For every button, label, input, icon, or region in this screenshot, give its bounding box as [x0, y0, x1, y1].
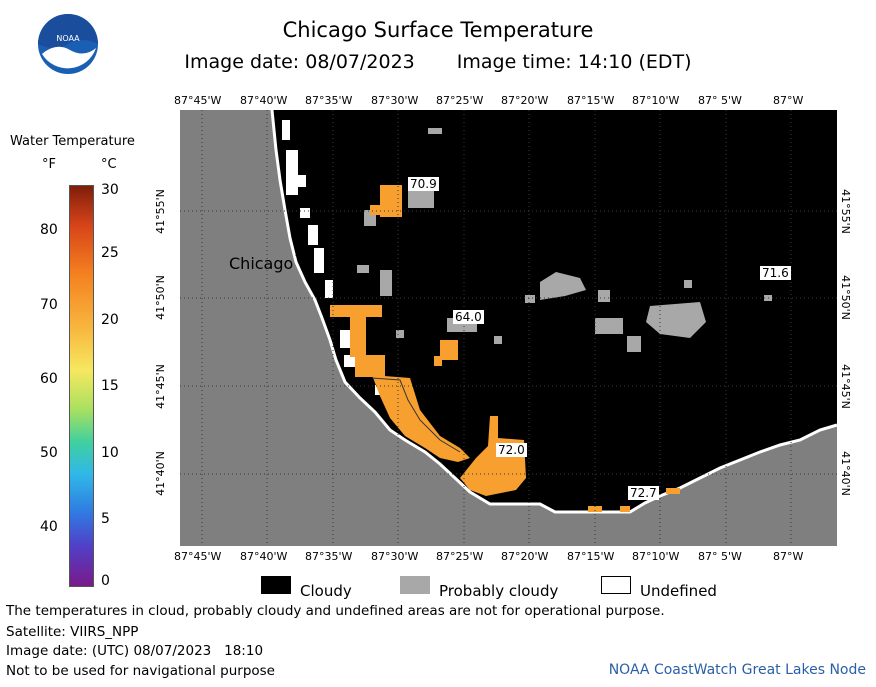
f-tick-80: 80 [40, 222, 58, 238]
lon-label-top: 87°40'W [240, 94, 288, 107]
noaa-logo-text: NOAA [56, 34, 80, 43]
satellite-text: Satellite: VIIRS_NPP [6, 624, 139, 640]
temperature-label: 64.0 [453, 310, 484, 324]
lon-label-bottom: 87°35'W [305, 550, 353, 563]
lat-label-left: 41°45'N [153, 364, 167, 409]
page-title: Chicago Surface Temperature [282, 18, 594, 42]
f-tick-50: 50 [40, 445, 58, 461]
graticule [180, 110, 837, 546]
lat-label-left: 41°40'N [153, 451, 167, 496]
lon-label-top: 87°10'W [632, 94, 680, 107]
temperature-label: 72.7 [628, 486, 659, 500]
c-tick-5: 5 [101, 511, 110, 527]
c-tick-0: 0 [101, 573, 110, 589]
temperature-map [180, 110, 837, 546]
credit-text: NOAA CoastWatch Great Lakes Node [608, 662, 866, 678]
lon-label-bottom: 87° 5'W [698, 550, 742, 563]
lat-label-right: 41°45'N [838, 364, 852, 409]
lon-label-bottom: 87°45'W [174, 550, 222, 563]
lat-label-right: 41°50'N [838, 275, 852, 320]
lon-label-bottom: 87°40'W [240, 550, 288, 563]
river-line [371, 377, 461, 453]
lon-label-bottom: 87°25'W [436, 550, 484, 563]
city-label: Chicago [229, 254, 294, 273]
shoreline [270, 110, 837, 514]
unit-fahrenheit: °F [42, 157, 56, 172]
c-tick-20: 20 [101, 312, 119, 328]
temperature-label: 72.0 [496, 443, 527, 457]
lat-label-left: 41°50'N [153, 275, 167, 320]
lat-label-right: 41°55'N [838, 189, 852, 234]
noaa-logo: NOAA [38, 14, 98, 74]
f-tick-40: 40 [40, 519, 58, 535]
warm-water-areas [330, 185, 680, 512]
c-tick-10: 10 [101, 445, 119, 461]
legend-label-cloudy: Cloudy [300, 582, 352, 600]
image-date: Image date: 08/07/2023 [184, 51, 415, 73]
lon-label-bottom: 87°10'W [632, 550, 680, 563]
lat-label-right: 41°40'N [838, 451, 852, 496]
legend-swatch-undefined [601, 576, 631, 594]
legend-label-undefined: Undefined [640, 582, 717, 600]
temperature-label: 70.9 [408, 177, 439, 191]
temperature-label: 71.6 [760, 266, 791, 280]
lon-label-bottom: 87°20'W [501, 550, 549, 563]
lon-label-bottom: 87°30'W [371, 550, 419, 563]
colorbar-title: Water Temperature [10, 134, 135, 149]
probably-cloudy-areas [357, 128, 772, 352]
utc-date-text: Image date: (UTC) 08/07/2023 18:10 [6, 643, 264, 659]
c-tick-30: 30 [101, 182, 119, 198]
f-tick-60: 60 [40, 371, 58, 387]
legend-swatch-cloudy [261, 576, 291, 594]
lon-label-bottom: 87°15'W [567, 550, 615, 563]
colorbar [69, 185, 94, 587]
lon-label-top: 87°15'W [567, 94, 615, 107]
lon-label-top: 87°20'W [501, 94, 549, 107]
lon-label-top: 87°30'W [371, 94, 419, 107]
legend-swatch-probably-cloudy [400, 576, 430, 594]
navigation-warning: Not to be used for navigational purpose [6, 663, 275, 679]
lon-label-top: 87°W [773, 94, 804, 107]
f-tick-70: 70 [40, 297, 58, 313]
lon-label-top: 87°45'W [174, 94, 222, 107]
c-tick-15: 15 [101, 378, 119, 394]
lon-label-top: 87°35'W [305, 94, 353, 107]
image-date-time: Image date: 08/07/2023 Image time: 14:10… [0, 51, 876, 73]
lat-label-left: 41°55'N [153, 189, 167, 234]
lon-label-top: 87° 5'W [698, 94, 742, 107]
unit-celsius: °C [101, 157, 117, 172]
image-time: Image time: 14:10 (EDT) [456, 51, 692, 73]
legend-label-probably-cloudy: Probably cloudy [439, 582, 559, 600]
disclaimer-text: The temperatures in cloud, probably clou… [6, 603, 665, 619]
c-tick-25: 25 [101, 245, 119, 261]
lon-label-top: 87°25'W [436, 94, 484, 107]
lon-label-bottom: 87°W [773, 550, 804, 563]
